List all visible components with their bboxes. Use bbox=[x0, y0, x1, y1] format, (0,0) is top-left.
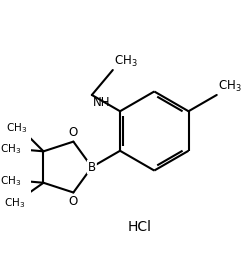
Text: CH$_3$: CH$_3$ bbox=[0, 143, 21, 156]
Text: CH$_3$: CH$_3$ bbox=[4, 196, 25, 210]
Text: B: B bbox=[88, 161, 96, 174]
Text: NH: NH bbox=[93, 96, 111, 109]
Text: HCl: HCl bbox=[127, 221, 151, 235]
Text: O: O bbox=[69, 126, 78, 139]
Text: CH$_3$: CH$_3$ bbox=[0, 174, 21, 188]
Text: CH$_3$: CH$_3$ bbox=[6, 122, 28, 135]
Text: CH$_3$: CH$_3$ bbox=[218, 79, 242, 94]
Text: CH$_3$: CH$_3$ bbox=[114, 54, 138, 69]
Text: O: O bbox=[69, 195, 78, 208]
